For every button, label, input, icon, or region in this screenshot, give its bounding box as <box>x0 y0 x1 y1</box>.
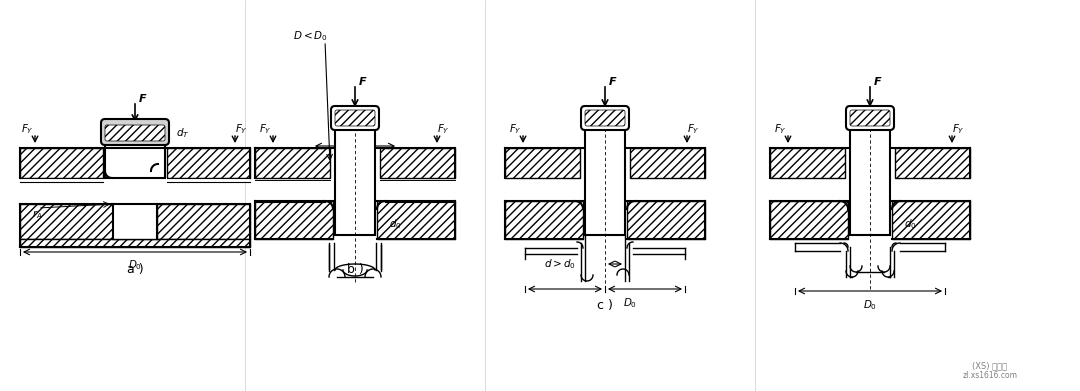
Text: $F_Y$: $F_Y$ <box>774 122 787 136</box>
Text: $d_0$: $d_0$ <box>904 217 917 231</box>
FancyBboxPatch shape <box>850 110 890 126</box>
Bar <box>255 201 333 239</box>
Bar <box>255 148 330 178</box>
FancyBboxPatch shape <box>335 110 375 126</box>
Bar <box>770 201 848 239</box>
FancyBboxPatch shape <box>102 119 168 145</box>
Bar <box>380 148 455 178</box>
Bar <box>850 116 890 235</box>
Text: $F_Y$: $F_Y$ <box>235 122 248 136</box>
Text: a ): a ) <box>126 262 144 276</box>
Text: $D_0$: $D_0$ <box>863 298 877 312</box>
Bar <box>335 116 375 235</box>
FancyBboxPatch shape <box>581 106 629 130</box>
Text: $d_0$: $d_0$ <box>389 217 402 231</box>
Text: $d_T$: $d_T$ <box>176 126 190 140</box>
Bar <box>585 116 625 235</box>
FancyBboxPatch shape <box>105 125 165 141</box>
Bar <box>770 148 845 178</box>
Bar <box>105 129 165 178</box>
Text: $F_Y$: $F_Y$ <box>509 122 522 136</box>
FancyBboxPatch shape <box>846 106 894 130</box>
Bar <box>892 201 970 239</box>
Text: zl.xs1616.com: zl.xs1616.com <box>962 371 1017 380</box>
Bar <box>627 201 705 239</box>
Text: $F_Y$: $F_Y$ <box>21 122 33 136</box>
Bar <box>377 201 455 239</box>
Text: F: F <box>139 94 147 104</box>
Text: $D_0$: $D_0$ <box>623 296 637 310</box>
Text: F: F <box>359 77 366 87</box>
Text: $d>d_0$: $d>d_0$ <box>544 257 576 271</box>
Text: $F_Y$: $F_Y$ <box>953 122 966 136</box>
FancyBboxPatch shape <box>585 110 625 126</box>
Text: $D_0$: $D_0$ <box>127 258 143 272</box>
Text: F: F <box>874 77 881 87</box>
Bar <box>21 239 249 247</box>
Bar <box>505 201 583 239</box>
Bar <box>895 148 970 178</box>
Text: $F_Y$: $F_Y$ <box>437 122 450 136</box>
Text: $r_T$: $r_T$ <box>135 156 146 169</box>
Bar <box>21 148 103 178</box>
Bar <box>21 178 249 183</box>
Text: $d_0$: $d_0$ <box>139 226 152 239</box>
Bar <box>505 148 580 178</box>
Text: $F_Y$: $F_Y$ <box>687 122 700 136</box>
Text: F: F <box>609 77 617 87</box>
Text: $F_Y$: $F_Y$ <box>259 122 272 136</box>
Text: c ): c ) <box>597 300 613 312</box>
Text: $D<D_0$: $D<D_0$ <box>293 29 327 43</box>
Bar <box>167 148 249 178</box>
Bar <box>21 204 113 239</box>
Text: b ): b ) <box>347 262 363 276</box>
Text: $r_A$: $r_A$ <box>32 208 42 221</box>
Text: (XS) 资料网: (XS) 资料网 <box>972 362 1008 371</box>
Bar <box>630 148 705 178</box>
Bar <box>157 204 249 239</box>
FancyBboxPatch shape <box>330 106 379 130</box>
Bar <box>113 204 157 239</box>
